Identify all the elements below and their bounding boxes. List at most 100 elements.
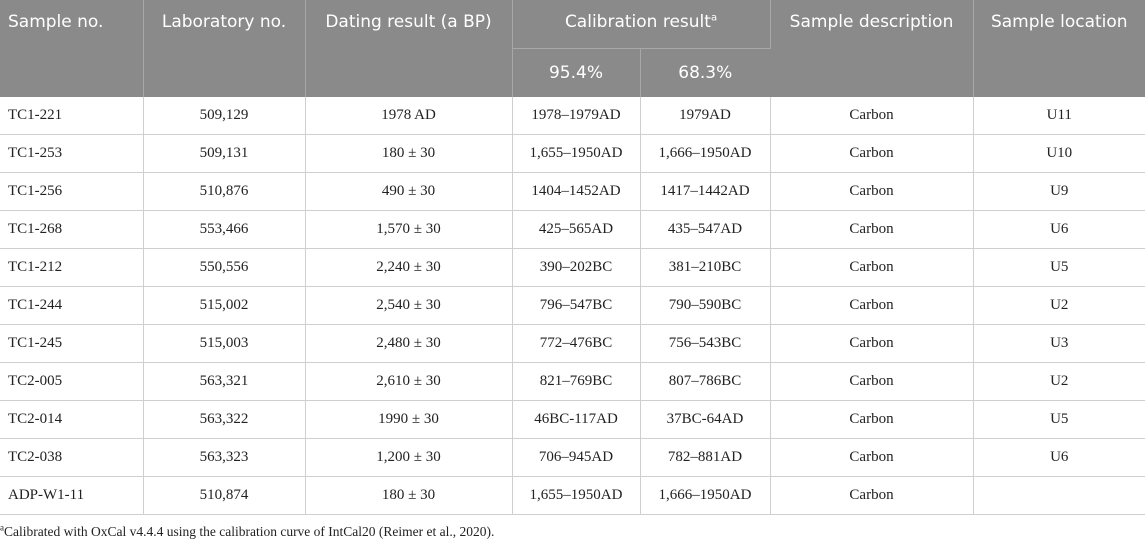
cell-sample-location: U5 xyxy=(973,400,1145,439)
cell-cal-68: 435–547AD xyxy=(640,210,771,249)
cell-laboratory-no: 550,556 xyxy=(143,248,306,287)
cell-dating-result: 2,480 ± 30 xyxy=(305,324,513,363)
cell-cal-68: 1417–1442AD xyxy=(640,172,771,211)
cell-sample-location: U3 xyxy=(973,324,1145,363)
cell-sample-no: TC1-245 xyxy=(0,324,144,363)
cell-sample-description: Carbon xyxy=(770,438,974,477)
cell-sample-location: U2 xyxy=(973,362,1145,401)
cell-cal-68: 790–590BC xyxy=(640,286,771,325)
header-cal-68: 68.3% xyxy=(640,48,771,97)
cell-laboratory-no: 563,323 xyxy=(143,438,306,477)
table-row: TC2-005 563,321 2,610 ± 30 821–769BC 807–786… xyxy=(0,362,1145,401)
cell-sample-no: TC2-014 xyxy=(0,400,144,439)
header-calibration-result: Calibration resulta xyxy=(512,0,771,49)
cell-cal-95: 1978–1979AD xyxy=(512,97,641,135)
cell-dating-result: 180 ± 30 xyxy=(305,134,513,173)
header-sample-location: Sample location xyxy=(973,0,1145,97)
table-body: TC1-221 509,129 1978 AD 1978–1979AD 1979AD Ca… xyxy=(0,97,1145,515)
header-sample-no: Sample no. xyxy=(0,0,144,97)
table-row: TC1-268 553,466 1,570 ± 30 425–565AD 435–547… xyxy=(0,210,1145,249)
cell-sample-location: U6 xyxy=(973,210,1145,249)
cell-sample-no: TC1-253 xyxy=(0,134,144,173)
table-row: TC1-212 550,556 2,240 ± 30 390–202BC 381–210… xyxy=(0,248,1145,287)
cell-sample-description: Carbon xyxy=(770,210,974,249)
cell-laboratory-no: 515,002 xyxy=(143,286,306,325)
cell-sample-location: U11 xyxy=(973,97,1145,135)
cell-laboratory-no: 509,131 xyxy=(143,134,306,173)
table-header: Sample no. Laboratory no. Dating result … xyxy=(0,0,1145,97)
cell-cal-68: 37BC-64AD xyxy=(640,400,771,439)
cell-laboratory-no: 510,876 xyxy=(143,172,306,211)
cell-dating-result: 1978 AD xyxy=(305,97,513,135)
cell-cal-68: 381–210BC xyxy=(640,248,771,287)
table-row: TC2-014 563,322 1990 ± 30 46BC-117AD 37BC-64… xyxy=(0,400,1145,439)
cell-cal-95: 390–202BC xyxy=(512,248,641,287)
table-row: TC1-253 509,131 180 ± 30 1,655–1950AD 1,666–… xyxy=(0,134,1145,173)
header-dating-result: Dating result (a BP) xyxy=(305,0,513,97)
cell-cal-95: 1404–1452AD xyxy=(512,172,641,211)
cell-cal-95: 796–547BC xyxy=(512,286,641,325)
cell-laboratory-no: 510,874 xyxy=(143,476,306,515)
header-cal-95: 95.4% xyxy=(512,48,641,97)
cell-laboratory-no: 515,003 xyxy=(143,324,306,363)
cell-sample-description: Carbon xyxy=(770,362,974,401)
header-sample-description: Sample description xyxy=(770,0,974,97)
cell-sample-description: Carbon xyxy=(770,286,974,325)
table-row: TC2-038 563,323 1,200 ± 30 706–945AD 782–881… xyxy=(0,438,1145,477)
table-row: ADP-W1-11 510,874 180 ± 30 1,655–1950AD 1,66… xyxy=(0,476,1145,515)
table-footnote: aCalibrated with OxCal v4.4.4 using the … xyxy=(0,522,495,540)
footnote-text: Calibrated with OxCal v4.4.4 using the c… xyxy=(4,524,495,539)
cell-sample-no: TC1-244 xyxy=(0,286,144,325)
cell-sample-no: TC2-005 xyxy=(0,362,144,401)
cell-sample-location: U6 xyxy=(973,438,1145,477)
cell-cal-68: 1,666–1950AD xyxy=(640,134,771,173)
cell-sample-description: Carbon xyxy=(770,400,974,439)
table-row: TC1-221 509,129 1978 AD 1978–1979AD 1979AD Ca… xyxy=(0,97,1145,135)
cell-dating-result: 2,540 ± 30 xyxy=(305,286,513,325)
cell-dating-result: 1,200 ± 30 xyxy=(305,438,513,477)
cell-sample-location: U9 xyxy=(973,172,1145,211)
cell-sample-location xyxy=(973,476,1145,515)
cell-sample-no: TC1-221 xyxy=(0,97,144,135)
cell-dating-result: 2,610 ± 30 xyxy=(305,362,513,401)
cell-sample-location: U5 xyxy=(973,248,1145,287)
cell-sample-no: TC1-268 xyxy=(0,210,144,249)
footnote-marker: a xyxy=(0,522,4,533)
cell-sample-location: U2 xyxy=(973,286,1145,325)
cell-sample-no: TC1-212 xyxy=(0,248,144,287)
cell-laboratory-no: 563,321 xyxy=(143,362,306,401)
cell-sample-description: Carbon xyxy=(770,324,974,363)
cell-cal-68: 756–543BC xyxy=(640,324,771,363)
table-row: TC1-256 510,876 490 ± 30 1404–1452AD 1417–14… xyxy=(0,172,1145,211)
cell-cal-68: 807–786BC xyxy=(640,362,771,401)
cell-dating-result: 1,570 ± 30 xyxy=(305,210,513,249)
cell-dating-result: 1990 ± 30 xyxy=(305,400,513,439)
cell-sample-location: U10 xyxy=(973,134,1145,173)
footnote-marker: a xyxy=(710,12,718,24)
cell-sample-description: Carbon xyxy=(770,476,974,515)
table-row: TC1-244 515,002 2,540 ± 30 796–547BC 790–590… xyxy=(0,286,1145,325)
cell-cal-95: 425–565AD xyxy=(512,210,641,249)
cell-sample-description: Carbon xyxy=(770,134,974,173)
cell-cal-95: 772–476BC xyxy=(512,324,641,363)
cell-cal-95: 1,655–1950AD xyxy=(512,476,641,515)
cell-cal-68: 782–881AD xyxy=(640,438,771,477)
cell-sample-description: Carbon xyxy=(770,248,974,287)
cell-dating-result: 490 ± 30 xyxy=(305,172,513,211)
cell-laboratory-no: 509,129 xyxy=(143,97,306,135)
radiocarbon-dating-table: Sample no. Laboratory no. Dating result … xyxy=(0,0,1145,515)
cell-cal-95: 706–945AD xyxy=(512,438,641,477)
cell-cal-95: 1,655–1950AD xyxy=(512,134,641,173)
cell-sample-no: TC1-256 xyxy=(0,172,144,211)
cell-sample-description: Carbon xyxy=(770,172,974,211)
table-row: TC1-245 515,003 2,480 ± 30 772–476BC 756–543… xyxy=(0,324,1145,363)
cell-cal-68: 1979AD xyxy=(640,97,771,135)
cell-cal-68: 1,666–1950AD xyxy=(640,476,771,515)
cell-dating-result: 2,240 ± 30 xyxy=(305,248,513,287)
cell-sample-no: TC2-038 xyxy=(0,438,144,477)
cell-sample-description: Carbon xyxy=(770,97,974,135)
cell-sample-no: ADP-W1-11 xyxy=(0,476,144,515)
header-laboratory-no: Laboratory no. xyxy=(143,0,306,97)
cell-dating-result: 180 ± 30 xyxy=(305,476,513,515)
cell-cal-95: 821–769BC xyxy=(512,362,641,401)
